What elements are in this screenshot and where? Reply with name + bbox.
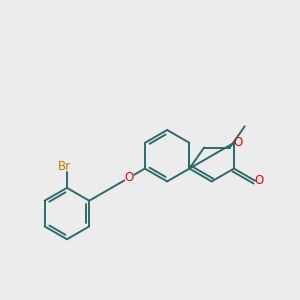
Text: Br: Br	[58, 160, 71, 172]
Text: O: O	[255, 174, 264, 187]
Text: O: O	[125, 171, 134, 184]
Text: O: O	[233, 136, 242, 149]
